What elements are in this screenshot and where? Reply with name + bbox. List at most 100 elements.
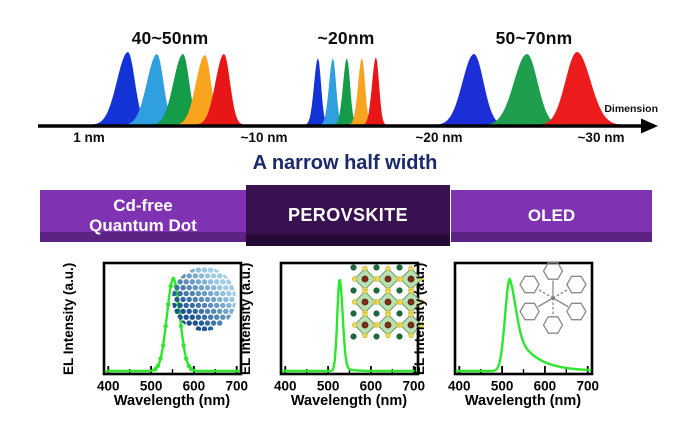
- qd-atom-sphere: [174, 296, 180, 303]
- qd-atom-sphere: [189, 279, 195, 285]
- a-site-atom: [373, 287, 380, 294]
- axis-tick-30nm: ~30 nm: [577, 130, 625, 145]
- halide-atom: [397, 322, 404, 328]
- a-site-atom: [350, 310, 357, 317]
- qd-atom-sphere: [223, 296, 229, 303]
- qd-atom-sphere: [201, 326, 208, 331]
- qd-atom-sphere: [210, 320, 217, 326]
- qd-atom-sphere: [192, 308, 198, 314]
- halide-atom: [351, 276, 358, 282]
- curve-marker-dot: [153, 366, 158, 372]
- b-site-atom: [407, 321, 415, 329]
- ligand-ring: [566, 302, 587, 321]
- qd-atom-sphere: [198, 308, 205, 314]
- qd-atom-sphere: [195, 302, 202, 309]
- qd-atom-sphere: [210, 308, 217, 314]
- qd-atom-sphere: [180, 296, 186, 303]
- qd-atom-sphere: [232, 302, 236, 309]
- halide-atom: [408, 288, 414, 295]
- chart-panel-quantum-dot: 400 500 600 700: [97, 261, 248, 394]
- qd-atom-sphere: [201, 302, 208, 309]
- halide-atom: [397, 276, 404, 282]
- x-tick-label: 400: [448, 379, 471, 394]
- banner-segment-perovskite: PEROVSKITE: [246, 185, 450, 246]
- halide-atom: [408, 265, 414, 272]
- molecule-inset-graphic: [519, 262, 587, 334]
- spectrum-peak-g1-4: [362, 57, 387, 125]
- spectrum-peak-g2-2: [537, 52, 623, 125]
- b-site-atom: [361, 298, 369, 306]
- halide-atom: [351, 322, 358, 328]
- spectrum-peak-g1-3: [348, 58, 373, 125]
- qd-atom-sphere: [220, 279, 226, 285]
- qd-atom-sphere: [210, 273, 217, 279]
- curve-marker-dot: [181, 343, 186, 348]
- qd-atom-sphere: [174, 308, 180, 314]
- qd-atom-sphere: [180, 308, 186, 314]
- dimension-axis-label: Dimension: [604, 103, 658, 115]
- curve-marker-dot: [189, 366, 194, 372]
- qd-atom-sphere: [217, 285, 223, 291]
- qd-atom-sphere: [189, 314, 195, 320]
- spectrum-peak-g0-0: [90, 52, 152, 125]
- x-tick-label: 400: [274, 379, 297, 394]
- halide-atom: [408, 332, 414, 339]
- qd-atom-sphere: [183, 314, 189, 320]
- a-site-atom: [373, 333, 380, 340]
- qd-atom-sphere: [204, 296, 211, 303]
- qd-atom-sphere: [210, 285, 217, 291]
- spectrum-peak-g0-4: [195, 54, 245, 125]
- qd-atom-sphere: [214, 302, 220, 309]
- a-site-atom: [350, 264, 357, 271]
- banner-text-quantum-dot: Quantum Dot: [89, 216, 197, 235]
- dimension-diagram: [38, 52, 658, 134]
- qd-atom-sphere: [201, 314, 208, 320]
- qd-atom-sphere: [201, 267, 208, 273]
- qd-atom-sphere: [186, 285, 192, 291]
- a-site-atom: [350, 333, 357, 340]
- x-tick-label: 500: [140, 379, 163, 394]
- halide-atom: [385, 311, 391, 318]
- ligand-ring: [519, 302, 540, 321]
- qd-atom-sphere: [214, 314, 220, 320]
- halide-atom: [408, 311, 414, 318]
- spectrum-peak-g1-0: [304, 58, 329, 125]
- qd-atom-sphere: [198, 320, 205, 326]
- halide-atom: [374, 276, 381, 282]
- x-tick-label: 700: [576, 379, 599, 394]
- halide-atom: [418, 322, 425, 328]
- halide-atom: [362, 311, 368, 318]
- group-label-perovskite-fwhm: ~20nm: [317, 28, 375, 48]
- x-tick-label: 500: [491, 379, 514, 394]
- el-spectrum-curve: [455, 277, 592, 373]
- qd-atom-sphere: [183, 302, 189, 309]
- qd-atom-sphere: [192, 273, 198, 279]
- x-tick-label: 400: [97, 379, 120, 394]
- b-site-atom: [407, 298, 415, 306]
- halide-atom: [397, 299, 404, 305]
- group-label-oled-fwhm: 50~70nm: [495, 28, 573, 48]
- curve-marker-dot: [168, 283, 173, 289]
- xlabel-wavelength-oled: Wavelength (nm): [464, 393, 582, 409]
- halide-atom: [351, 299, 358, 305]
- qd-atom-sphere: [217, 320, 223, 326]
- qd-atom-sphere: [207, 267, 214, 273]
- qd-atom-sphere: [192, 320, 198, 326]
- curve-marker-dot: [160, 343, 166, 348]
- banner-text-cd-free: Cd-free: [113, 196, 173, 216]
- qd-atom-sphere: [189, 290, 195, 297]
- el-spectrum-curve: [281, 279, 418, 373]
- x-tick-label: 700: [225, 379, 248, 394]
- curve-marker-dot: [186, 363, 191, 369]
- b-site-atom: [384, 321, 392, 329]
- qd-atom-sphere: [223, 285, 229, 291]
- qd-atom-sphere: [174, 285, 180, 291]
- qd-atom-sphere: [177, 314, 183, 320]
- qd-atom-sphere: [198, 285, 205, 291]
- qd-atom-sphere: [207, 290, 214, 297]
- qd-atom-sphere: [226, 290, 232, 297]
- group-label-quantum-dot-fwhm: 40~50nm: [131, 28, 209, 48]
- qd-atom-sphere: [214, 279, 220, 285]
- halide-atom: [385, 332, 391, 339]
- halide-atom: [374, 299, 381, 305]
